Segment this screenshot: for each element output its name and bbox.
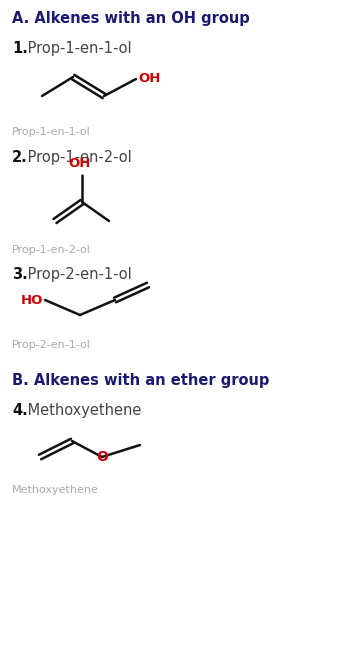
Text: O: O bbox=[96, 450, 108, 464]
Text: 2.: 2. bbox=[12, 150, 28, 165]
Text: A. Alkenes with an OH group: A. Alkenes with an OH group bbox=[12, 11, 250, 26]
Text: Prop-1-en-2-ol: Prop-1-en-2-ol bbox=[12, 245, 91, 255]
Text: Methoxyethene: Methoxyethene bbox=[12, 485, 99, 495]
Text: HO: HO bbox=[21, 293, 43, 306]
Text: Prop-2-en-1-ol: Prop-2-en-1-ol bbox=[23, 267, 132, 282]
Text: 3.: 3. bbox=[12, 267, 28, 282]
Text: Prop-1-en-1-ol: Prop-1-en-1-ol bbox=[23, 41, 132, 56]
Text: 1.: 1. bbox=[12, 41, 28, 56]
Text: B. Alkenes with an ether group: B. Alkenes with an ether group bbox=[12, 373, 269, 388]
Text: 4.: 4. bbox=[12, 403, 28, 418]
Text: Prop-1-en-2-ol: Prop-1-en-2-ol bbox=[23, 150, 132, 165]
Text: OH: OH bbox=[138, 72, 160, 86]
Text: Prop-1-en-1-ol: Prop-1-en-1-ol bbox=[12, 127, 91, 137]
Text: Prop-2-en-1-ol: Prop-2-en-1-ol bbox=[12, 340, 91, 350]
Text: OH: OH bbox=[69, 157, 91, 170]
Text: Methoxyethene: Methoxyethene bbox=[23, 403, 141, 418]
